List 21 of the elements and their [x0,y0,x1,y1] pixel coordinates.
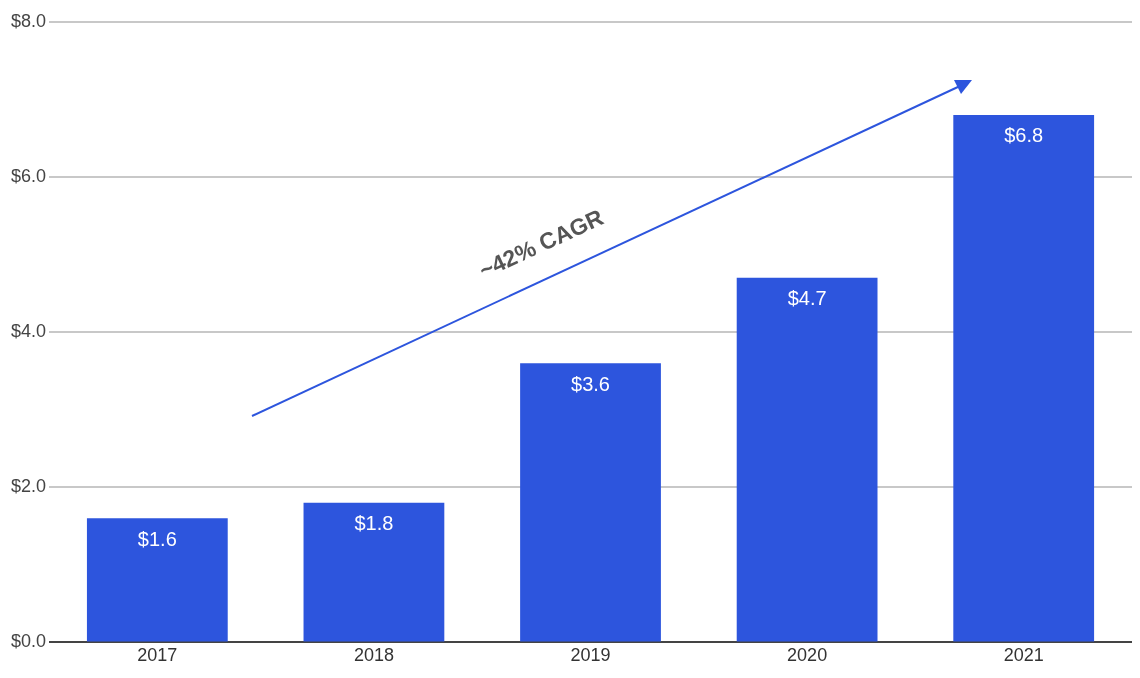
x-tick-label: 2017 [137,645,178,666]
x-tick-label: 2019 [570,645,611,666]
data-label: $1.6 [137,527,177,550]
bar [736,277,878,642]
x-tick-label: 2018 [353,645,394,666]
y-tick-label: $4.0 [10,321,47,342]
data-label: $3.6 [571,372,610,395]
bar [520,363,661,642]
data-label: $4.7 [787,287,827,310]
y-tick-label: $2.0 [10,476,47,497]
bar [86,518,228,642]
y-tick-label: $0.0 [10,631,47,652]
data-label: $1.8 [354,512,394,535]
x-tick-label: 2021 [1003,645,1044,666]
x-tick-label: 2020 [787,645,828,666]
bar [953,114,1095,642]
annotation: ~42% CAGR [474,203,608,284]
data-label: $6.8 [1004,124,1044,147]
bar [303,502,445,642]
y-tick-label: $6.0 [10,165,47,186]
y-tick-label: $8.0 [10,10,47,31]
